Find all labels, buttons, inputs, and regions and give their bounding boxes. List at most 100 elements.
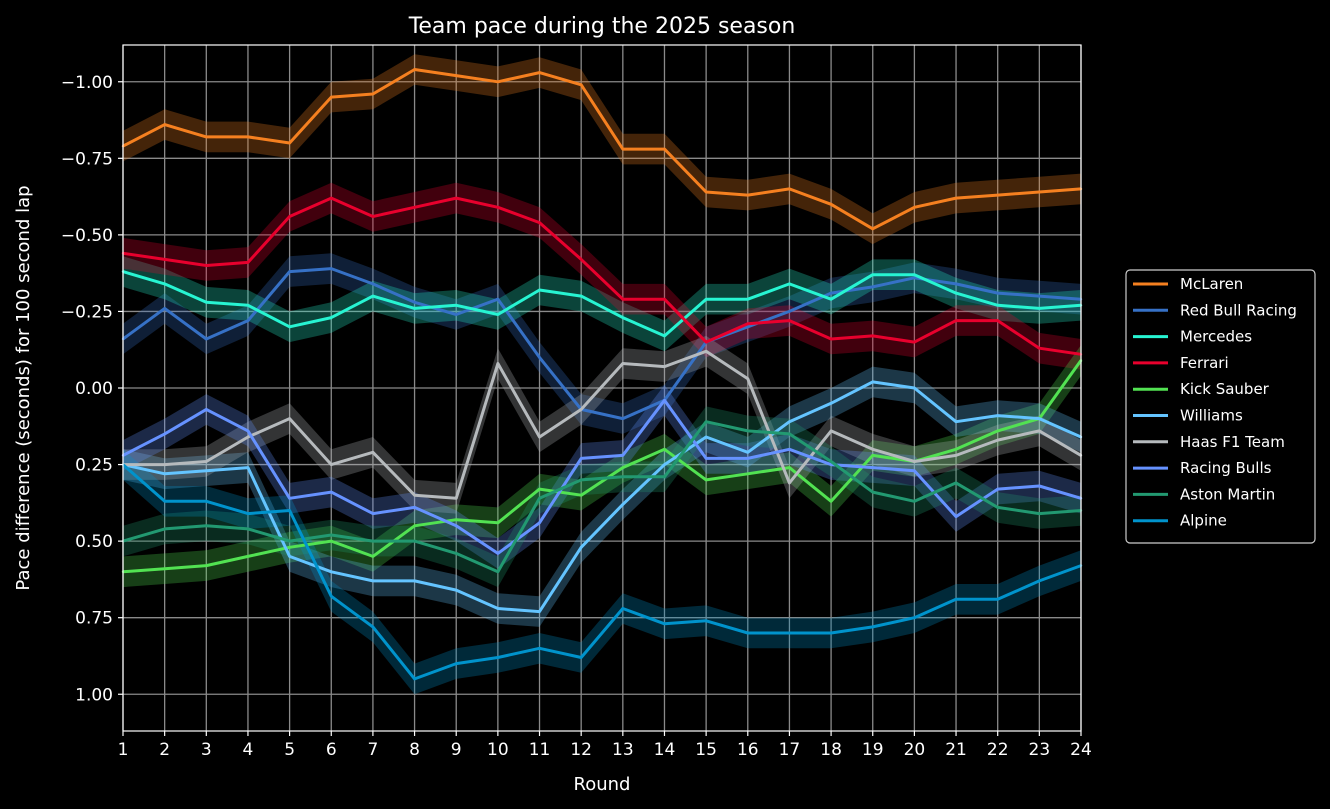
legend-label-mclaren: McLaren [1180, 275, 1243, 293]
point-alpine [455, 662, 458, 665]
point-red-bull-racing [288, 270, 291, 273]
point-williams [954, 420, 958, 423]
point-haas-f1-team [496, 362, 500, 365]
point-ferrari [246, 261, 250, 264]
point-ferrari [455, 196, 458, 200]
point-alpine [954, 598, 958, 601]
point-alpine [205, 500, 208, 503]
point-mclaren [704, 190, 708, 194]
series-line-ferrari [122, 196, 1082, 356]
point-williams [996, 414, 999, 417]
x-tick-label: 18 [820, 740, 842, 760]
point-williams [913, 386, 916, 390]
band-mercedes [123, 256, 1081, 352]
point-ferrari [996, 319, 999, 322]
x-tick-label: 24 [1070, 740, 1092, 760]
point-mercedes [621, 316, 625, 319]
point-mercedes [371, 294, 375, 298]
point-kick-sauber [621, 466, 625, 469]
point-mclaren [496, 80, 500, 83]
x-tick-label: 1 [118, 740, 129, 760]
point-alpine [913, 616, 916, 619]
point-aston-martin [621, 475, 625, 479]
point-aston-martin [829, 460, 833, 463]
point-aston-martin [538, 497, 541, 500]
legend-label-haas-f1-team: Haas F1 Team [1180, 433, 1285, 451]
point-aston-martin [496, 570, 500, 573]
point-racing-bulls [538, 521, 541, 524]
point-mercedes [746, 297, 749, 301]
point-mclaren [871, 227, 874, 230]
point-kick-sauber [413, 524, 416, 528]
point-alpine [746, 631, 749, 635]
point-williams [829, 402, 833, 405]
point-mclaren [621, 147, 625, 151]
point-mclaren [288, 141, 291, 145]
point-alpine [538, 647, 541, 650]
point-mclaren [163, 123, 166, 126]
point-haas-f1-team [1038, 429, 1041, 433]
point-red-bull-racing [413, 301, 416, 304]
x-tick-label: 5 [284, 740, 295, 760]
point-ferrari [663, 297, 666, 301]
point-red-bull-racing [746, 325, 749, 328]
point-alpine [704, 619, 708, 622]
legend-label-ferrari: Ferrari [1180, 354, 1229, 372]
series-line-aston-martin [122, 420, 1082, 574]
point-kick-sauber [996, 429, 999, 433]
point-haas-f1-team [996, 438, 999, 442]
x-tick-label: 23 [1029, 740, 1051, 760]
legend: McLaren Red Bull Racing Mercedes Ferrari Kic… [1125, 269, 1316, 544]
point-racing-bulls [205, 408, 208, 411]
point-racing-bulls [871, 466, 874, 469]
legend-box [1125, 269, 1316, 544]
point-mercedes [246, 304, 250, 307]
point-haas-f1-team [621, 362, 625, 365]
point-aston-martin [330, 533, 333, 537]
point-kick-sauber [579, 493, 583, 497]
point-alpine [371, 625, 375, 629]
point-aston-martin [455, 552, 458, 555]
point-aston-martin [954, 481, 958, 485]
point-ferrari [788, 319, 791, 322]
band-racing-bulls [123, 384, 1081, 569]
y-axis-label: Pace difference (seconds) for 100 second… [13, 185, 34, 590]
point-mercedes [704, 297, 708, 301]
point-racing-bulls [288, 497, 291, 500]
point-red-bull-racing [996, 291, 999, 295]
point-alpine [996, 598, 999, 601]
point-ferrari [413, 206, 416, 209]
point-haas-f1-team [371, 451, 375, 454]
point-mercedes [579, 294, 583, 298]
point-kick-sauber [954, 448, 958, 451]
point-haas-f1-team [538, 435, 541, 439]
point-red-bull-racing [829, 291, 833, 295]
x-tick-label: 21 [945, 740, 967, 760]
point-haas-f1-team [330, 463, 333, 466]
point-red-bull-racing [621, 417, 625, 420]
point-haas-f1-team [455, 497, 458, 500]
point-aston-martin [746, 429, 749, 433]
x-tick-label: 16 [737, 740, 759, 760]
x-tick-label: 3 [201, 740, 212, 760]
point-racing-bulls [413, 506, 416, 509]
point-red-bull-racing [371, 282, 375, 286]
point-alpine [579, 656, 583, 659]
x-tick-label: 8 [409, 740, 420, 760]
y-tick-label: 0.25 [75, 456, 113, 476]
point-kick-sauber [829, 500, 833, 503]
point-kick-sauber [496, 521, 500, 524]
chart-title: Team pace during the 2025 season [408, 14, 796, 39]
point-racing-bulls [246, 429, 250, 433]
point-red-bull-racing [205, 337, 208, 341]
point-alpine [288, 509, 291, 512]
point-mclaren [788, 187, 791, 191]
point-kick-sauber [663, 448, 666, 451]
point-ferrari [330, 196, 333, 200]
point-haas-f1-team [746, 377, 749, 381]
point-williams [704, 435, 708, 439]
band-ferrari [123, 182, 1081, 370]
point-mclaren [330, 95, 333, 99]
point-mclaren [954, 196, 958, 200]
point-ferrari [871, 334, 874, 338]
